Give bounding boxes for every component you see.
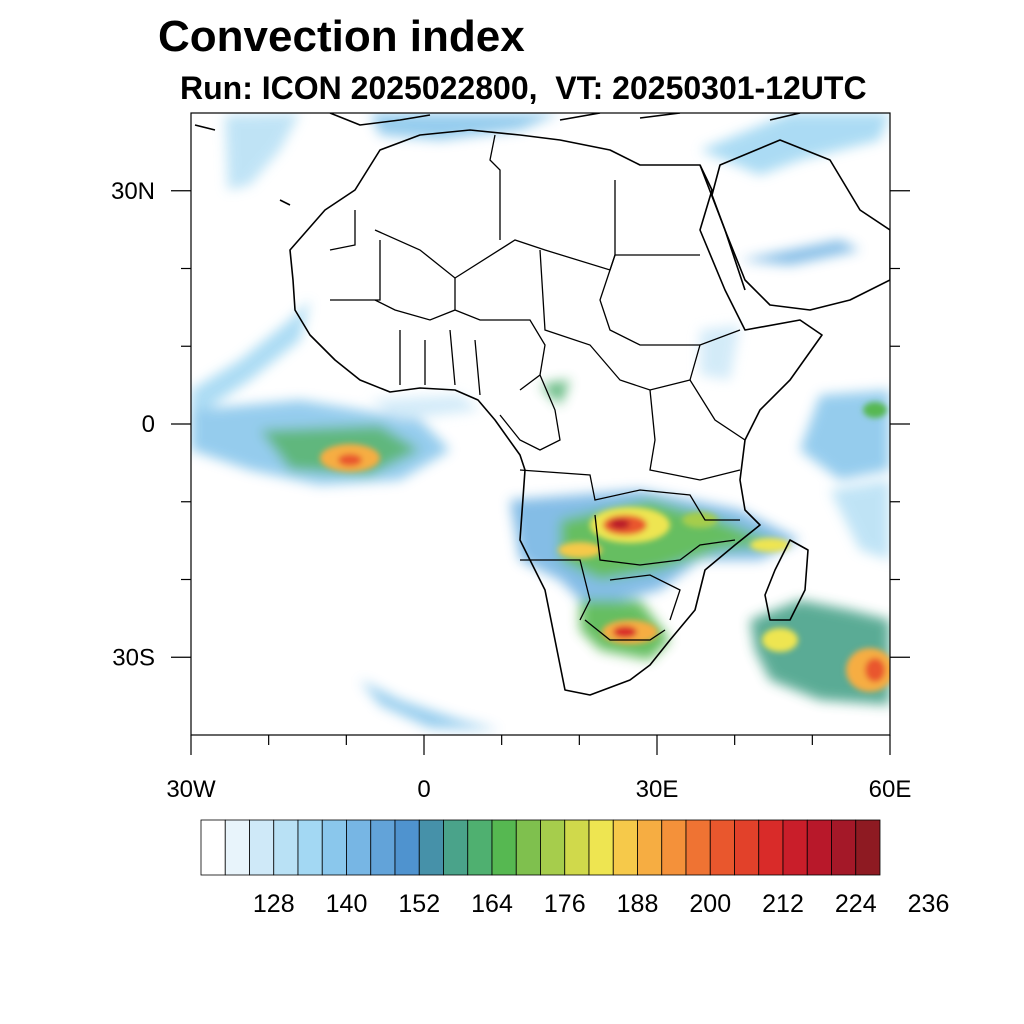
colorbar: 128 140 152 164 176 188 200 212 224 236 <box>200 819 950 918</box>
colorbar-swatch <box>346 819 372 876</box>
colorbar-swatch <box>297 819 323 876</box>
colorbar-label: 236 <box>908 890 950 918</box>
colorbar-swatch <box>612 819 638 876</box>
colorbar-swatch <box>540 819 566 876</box>
lat-tick-label: 30S <box>112 644 155 671</box>
lat-tick-label: 0 <box>142 411 155 438</box>
colorbar-label: 176 <box>544 890 586 918</box>
lon-tick-label: 30W <box>166 776 216 803</box>
colorbar-swatch <box>806 819 832 876</box>
lon-tick-label: 30E <box>636 776 679 803</box>
colorbar-swatch <box>491 819 517 876</box>
colorbar-swatch <box>515 819 541 876</box>
lat-tick-label: 30N <box>111 178 155 205</box>
colorbar-label: 200 <box>689 890 731 918</box>
map-panel <box>191 113 890 735</box>
colorbar-label: 224 <box>835 890 877 918</box>
colorbar-swatch <box>273 819 299 876</box>
colorbar-label: 212 <box>762 890 804 918</box>
colorbar-label: 128 <box>253 890 295 918</box>
colorbar-label: 164 <box>471 890 513 918</box>
colorbar-swatch <box>321 819 347 876</box>
colorbar-swatch <box>588 819 614 876</box>
colorbar-label: 140 <box>326 890 368 918</box>
colorbar-swatch <box>467 819 493 876</box>
lon-tick-label: 60E <box>869 776 912 803</box>
map-subtitle: Run: ICON 2025022800, VT: 20250301-12UTC <box>180 70 867 106</box>
lon-tick-label: 0 <box>417 776 430 803</box>
colorbar-swatch <box>685 819 711 876</box>
colorbar-swatch <box>709 819 735 876</box>
colorbar-swatch <box>394 819 420 876</box>
map-title: Convection index <box>158 12 525 61</box>
axis-tick-labels: 30N 0 30S 30W 0 30E 60E <box>111 178 911 803</box>
axis-ticks <box>171 190 910 755</box>
convection-field <box>191 113 890 730</box>
coastline <box>194 113 890 696</box>
colorbar-swatch <box>734 819 760 876</box>
country-borders <box>329 134 746 641</box>
colorbar-swatch <box>637 819 663 876</box>
colorbar-swatch <box>249 819 275 876</box>
colorbar-swatch <box>782 819 808 876</box>
colorbar-swatch <box>855 819 881 876</box>
colorbar-label: 188 <box>617 890 659 918</box>
colorbar-swatch <box>564 819 590 876</box>
colorbar-swatch <box>418 819 444 876</box>
colorbar-swatch <box>758 819 784 876</box>
colorbar-swatch <box>443 819 469 876</box>
colorbar-swatch <box>370 819 396 876</box>
colorbar-label: 152 <box>398 890 440 918</box>
colorbar-swatch <box>661 819 687 876</box>
colorbar-swatch <box>831 819 857 876</box>
colorbar-swatch <box>200 819 226 876</box>
colorbar-swatch <box>224 819 250 876</box>
